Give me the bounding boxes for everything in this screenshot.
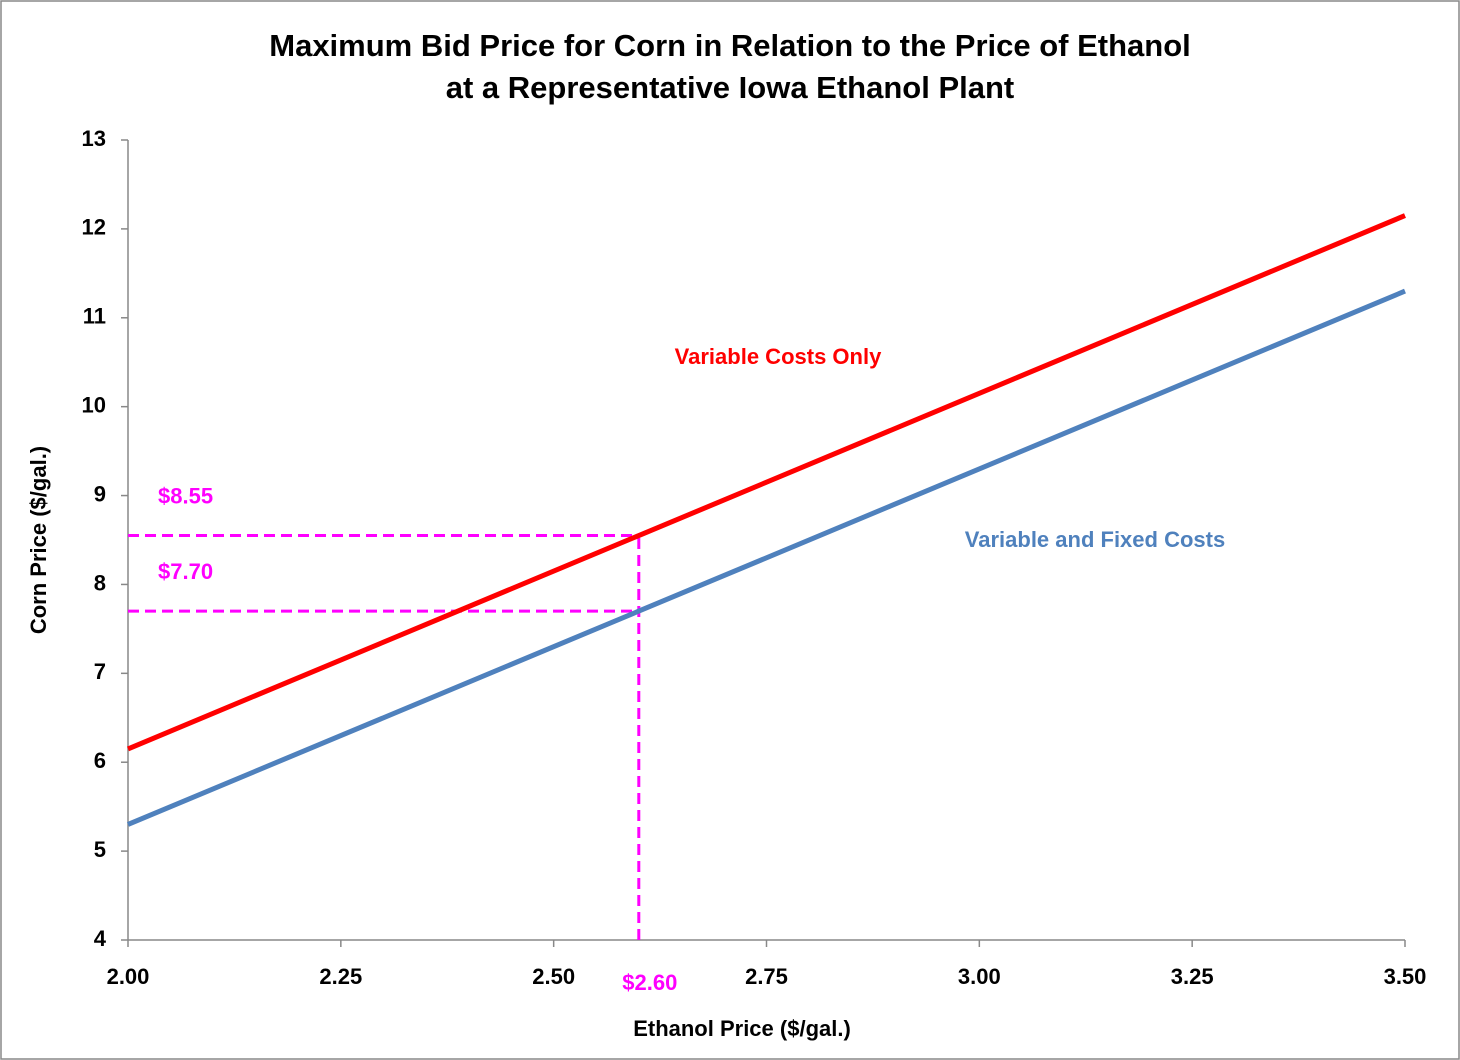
series-label: Variable Costs Only (675, 344, 882, 369)
annotation-label: $8.55 (158, 483, 213, 508)
x-axis-title: Ethanol Price ($/gal.) (633, 1016, 851, 1041)
y-tick-label: 6 (94, 748, 106, 773)
series-label: Variable and Fixed Costs (965, 527, 1225, 552)
series-line (127, 213, 1406, 752)
y-tick-label: 13 (82, 126, 106, 151)
y-tick-label: 12 (82, 215, 106, 240)
y-tick-label: 4 (94, 926, 107, 951)
y-tick-label: 9 (94, 481, 106, 506)
annotation-label: $7.70 (158, 559, 213, 584)
x-tick-label: 2.00 (107, 964, 150, 989)
chart-title: Maximum Bid Price for Corn in Relation t… (269, 28, 1191, 63)
x-tick-label: 2.75 (745, 964, 788, 989)
y-axis-title: Corn Price ($/gal.) (26, 446, 51, 634)
x-tick-label: 3.25 (1171, 964, 1214, 989)
y-tick-label: 7 (94, 659, 106, 684)
y-tick-label: 11 (83, 304, 106, 329)
chart-title: at a Representative Iowa Ethanol Plant (446, 70, 1015, 105)
y-tick-label: 5 (94, 837, 106, 862)
x-tick-label: 2.50 (532, 964, 575, 989)
y-tick-label: 10 (82, 392, 106, 417)
x-tick-label: 3.00 (958, 964, 1001, 989)
series-line (127, 288, 1406, 827)
annotation-label: $2.60 (622, 970, 677, 995)
x-tick-label: 2.25 (319, 964, 362, 989)
y-tick-label: 8 (94, 570, 106, 595)
x-tick-label: 3.50 (1384, 964, 1427, 989)
